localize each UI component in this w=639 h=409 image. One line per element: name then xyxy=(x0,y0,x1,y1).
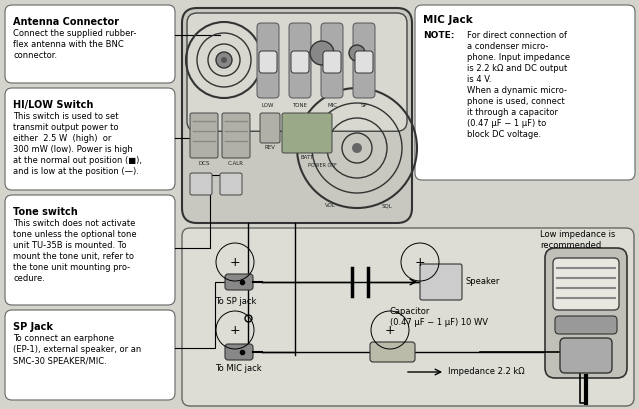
Text: REV: REV xyxy=(265,145,275,150)
Text: MIC: MIC xyxy=(327,103,337,108)
FancyBboxPatch shape xyxy=(259,51,277,73)
Text: To connect an earphone: To connect an earphone xyxy=(13,334,114,343)
FancyBboxPatch shape xyxy=(282,113,332,153)
Text: flex antenna with the BNC: flex antenna with the BNC xyxy=(13,40,124,49)
FancyBboxPatch shape xyxy=(323,51,341,73)
Text: Impedance 2.2 kΩ: Impedance 2.2 kΩ xyxy=(448,368,525,377)
Text: When a dynamic micro-: When a dynamic micro- xyxy=(467,86,567,95)
FancyBboxPatch shape xyxy=(545,248,627,378)
FancyBboxPatch shape xyxy=(355,51,373,73)
FancyBboxPatch shape xyxy=(182,8,412,223)
Text: it through a capacitor: it through a capacitor xyxy=(467,108,558,117)
Text: Tone switch: Tone switch xyxy=(13,207,78,217)
FancyBboxPatch shape xyxy=(555,316,617,334)
Text: This switch does not activate: This switch does not activate xyxy=(13,219,135,228)
Text: Capacitor
(0.47 μF − 1 μF) 10 WV: Capacitor (0.47 μF − 1 μF) 10 WV xyxy=(390,307,488,327)
Text: +: + xyxy=(229,256,240,268)
FancyBboxPatch shape xyxy=(225,344,253,360)
Text: Low impedance is
recommended: Low impedance is recommended xyxy=(540,230,615,250)
Text: and is low at the position (—).: and is low at the position (—). xyxy=(13,167,139,176)
FancyBboxPatch shape xyxy=(220,173,242,195)
Text: (EP-1), external speaker, or an: (EP-1), external speaker, or an xyxy=(13,345,141,354)
FancyBboxPatch shape xyxy=(187,13,407,131)
Text: SQL: SQL xyxy=(381,203,392,208)
Text: For direct connection of: For direct connection of xyxy=(467,31,567,40)
FancyBboxPatch shape xyxy=(289,23,311,98)
FancyBboxPatch shape xyxy=(353,23,375,98)
FancyBboxPatch shape xyxy=(5,310,175,400)
Text: +: + xyxy=(229,324,240,337)
Text: +: + xyxy=(385,324,396,337)
Text: tone unless the optional tone: tone unless the optional tone xyxy=(13,230,137,239)
Text: is 2.2 kΩ and DC output: is 2.2 kΩ and DC output xyxy=(467,64,567,73)
Text: either  2.5 W  (high)  or: either 2.5 W (high) or xyxy=(13,134,111,143)
Text: VOL: VOL xyxy=(325,203,335,208)
Circle shape xyxy=(216,52,232,68)
Text: HI/LOW Switch: HI/LOW Switch xyxy=(13,100,93,110)
FancyBboxPatch shape xyxy=(5,5,175,83)
FancyBboxPatch shape xyxy=(182,228,634,406)
FancyBboxPatch shape xyxy=(553,258,619,310)
Text: block DC voltage.: block DC voltage. xyxy=(467,130,541,139)
FancyBboxPatch shape xyxy=(5,195,175,305)
FancyBboxPatch shape xyxy=(260,113,280,143)
FancyBboxPatch shape xyxy=(225,274,253,290)
Text: a condenser micro-: a condenser micro- xyxy=(467,42,548,51)
Text: (0.47 μF − 1 μF) to: (0.47 μF − 1 μF) to xyxy=(467,119,546,128)
FancyBboxPatch shape xyxy=(420,264,462,300)
Text: BATT: BATT xyxy=(300,155,314,160)
Text: 300 mW (low). Power is high: 300 mW (low). Power is high xyxy=(13,145,133,154)
FancyBboxPatch shape xyxy=(291,51,309,73)
Text: mount the tone unit, refer to: mount the tone unit, refer to xyxy=(13,252,134,261)
Text: transmit output power to: transmit output power to xyxy=(13,123,118,132)
Text: +: + xyxy=(415,256,426,268)
FancyBboxPatch shape xyxy=(415,5,635,180)
Text: cedure.: cedure. xyxy=(13,274,45,283)
Text: SMC-30 SPEAKER/MIC.: SMC-30 SPEAKER/MIC. xyxy=(13,356,107,365)
FancyBboxPatch shape xyxy=(257,23,279,98)
FancyBboxPatch shape xyxy=(222,113,250,158)
Circle shape xyxy=(221,57,227,63)
Text: is 4 V.: is 4 V. xyxy=(467,75,491,84)
Text: phone is used, connect: phone is used, connect xyxy=(467,97,565,106)
Text: POWER OFF: POWER OFF xyxy=(307,163,336,168)
FancyBboxPatch shape xyxy=(321,23,343,98)
Text: MIC Jack: MIC Jack xyxy=(423,15,473,25)
Circle shape xyxy=(349,45,365,61)
Text: SP Jack: SP Jack xyxy=(13,322,53,332)
Text: To MIC jack: To MIC jack xyxy=(215,364,261,373)
Text: To SP jack: To SP jack xyxy=(215,297,256,306)
FancyBboxPatch shape xyxy=(560,338,612,373)
Text: at the normal out position (■),: at the normal out position (■), xyxy=(13,156,142,165)
Text: connector.: connector. xyxy=(13,51,57,60)
FancyBboxPatch shape xyxy=(190,173,212,195)
Text: DCS: DCS xyxy=(198,161,210,166)
FancyBboxPatch shape xyxy=(5,88,175,190)
Text: the tone unit mounting pro-: the tone unit mounting pro- xyxy=(13,263,130,272)
Text: This switch is used to set: This switch is used to set xyxy=(13,112,118,121)
Text: Speaker: Speaker xyxy=(465,277,499,286)
Text: TONE: TONE xyxy=(293,103,307,108)
FancyBboxPatch shape xyxy=(370,342,415,362)
Text: NOTE:: NOTE: xyxy=(423,31,454,40)
Circle shape xyxy=(352,143,362,153)
Text: LOW: LOW xyxy=(262,103,274,108)
Text: SP: SP xyxy=(360,103,367,108)
FancyBboxPatch shape xyxy=(190,113,218,158)
Text: unit TU-35B is mounted. To: unit TU-35B is mounted. To xyxy=(13,241,127,250)
Text: Antenna Connector: Antenna Connector xyxy=(13,17,119,27)
Text: C.ALR: C.ALR xyxy=(228,161,244,166)
Text: phone. Input impedance: phone. Input impedance xyxy=(467,53,570,62)
Text: Connect the supplied rubber-: Connect the supplied rubber- xyxy=(13,29,136,38)
Circle shape xyxy=(310,41,334,65)
